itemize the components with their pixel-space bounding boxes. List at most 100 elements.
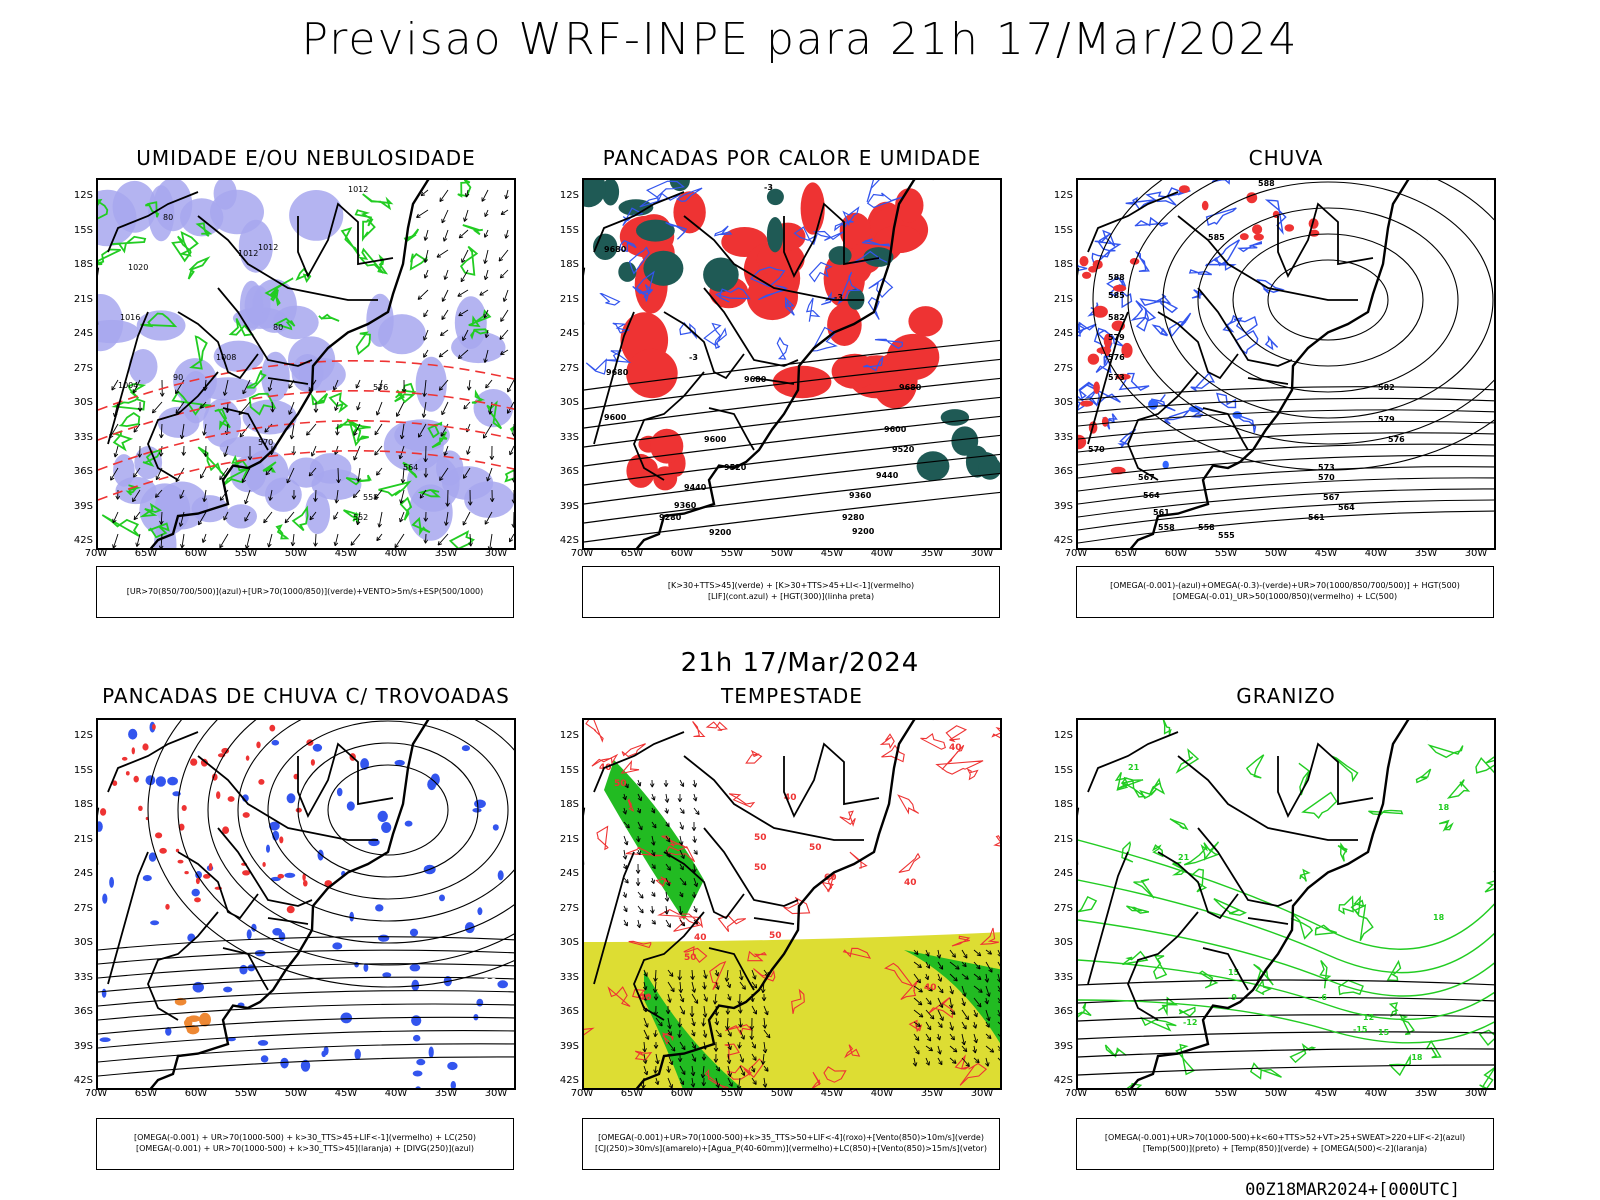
contour-label: 576 <box>1108 353 1125 362</box>
longitude-tick: 60W <box>670 1088 694 1099</box>
contour-label: 570 <box>1088 445 1105 454</box>
panel-legend: [OMEGA(-0.001) + UR>70(1000-500) + k>30_… <box>96 1118 514 1170</box>
panel-legend: [K>30+TTS>45](verde) + [K>30+TTS>45+LI<-… <box>582 566 1000 618</box>
longitude-tick: 55W <box>1214 1088 1238 1099</box>
latitude-tick: 36S <box>73 466 93 477</box>
latitude-tick: 27S <box>73 902 93 914</box>
longitude-tick: 65W <box>620 1088 644 1099</box>
contour-label: -12 <box>1183 1018 1197 1027</box>
latitude-tick: 39S <box>73 500 93 512</box>
latitude-tick: 30S <box>559 397 579 408</box>
legend-line: [OMEGA(-0.001)+UR>70(1000-500)+k>35_TTS>… <box>598 1133 984 1142</box>
legend-line: [OMEGA(-0.001) + UR>70(1000-500) + k>30_… <box>135 1144 475 1153</box>
longitude-tick: 55W <box>1214 548 1238 559</box>
contour-label: 10 <box>483 977 497 988</box>
latitude-tick: 42S <box>1053 535 1073 546</box>
latitude-tick: 36S <box>1053 466 1073 477</box>
longitude-tick: 45W <box>820 1088 844 1099</box>
latitude-tick: 36S <box>559 466 579 477</box>
contour-label: 564 <box>1338 503 1355 512</box>
contour-label: 9600 <box>604 413 627 422</box>
latitude-tick: 36S <box>559 1006 579 1017</box>
panel-title: UMIDADE E/OU NEBULOSIDADE <box>136 146 476 170</box>
longitude-tick: 50W <box>1264 1088 1288 1099</box>
contour-label: 9280 <box>659 513 682 522</box>
longitude-tick: 40W <box>384 1088 408 1099</box>
contour-label: 564 <box>403 463 418 472</box>
contour-label: 561 <box>1308 513 1325 522</box>
contour-label: 588 <box>1258 180 1275 188</box>
contour-label: 40 <box>694 933 707 943</box>
longitude-tick: 60W <box>184 548 208 559</box>
latitude-tick: 12S <box>73 730 93 741</box>
contour-label: 10 <box>483 992 497 1003</box>
map-canvas: 21 18 15 12 -9 -6 -12 -15 -18 21 18 15 <box>1078 720 1494 1088</box>
panel-legend: [UR>70(850/700/500)](azul)+[UR>70(1000/8… <box>96 566 514 618</box>
panel-title: CHUVA <box>1248 146 1324 170</box>
panel-legend: [OMEGA(-0.001)+UR>70(1000-500)+k<60+TTS>… <box>1076 1118 1494 1170</box>
contour-label: -15 <box>1353 1025 1368 1034</box>
latitude-tick: 27S <box>1053 362 1073 374</box>
contour-label: 80 <box>163 213 173 222</box>
contour-label: 9680 <box>606 368 629 377</box>
contour-label: 9680 <box>604 245 627 254</box>
contour-label: 564 <box>1143 491 1160 500</box>
latitude-tick: 39S <box>1053 1040 1073 1052</box>
latitude-tick: 24S <box>559 868 579 879</box>
latitude-tick: 30S <box>1053 937 1073 948</box>
contour-label: 588 <box>1108 273 1125 282</box>
latitude-tick: 21S <box>559 833 579 845</box>
contour-label: 50 <box>809 843 822 853</box>
forecast-map: 9680 9680 9600 9680 9600 9520 9440 9360 9280 9200… <box>582 178 1002 550</box>
latitude-tick: 33S <box>559 971 579 983</box>
contour-label: 1020 <box>128 263 148 272</box>
longitude-tick: 50W <box>284 1088 308 1099</box>
latitude-tick: 24S <box>559 328 579 339</box>
contour-label: 40 <box>904 878 917 888</box>
longitude-tick: 60W <box>1164 548 1188 559</box>
contour-label: 18 <box>1438 803 1450 812</box>
panel-legend: [OMEGA(-0.001)-(azul)+OMEGA(-0.3)-(verde… <box>1076 566 1494 618</box>
contour-label: 579 <box>1108 333 1125 342</box>
contour-label: 9600 <box>884 425 907 434</box>
latitude-tick: 30S <box>73 937 93 948</box>
contour-label: 21 <box>1178 853 1190 862</box>
longitude-tick: 65W <box>1114 1088 1138 1099</box>
map-canvas: 1012101210121008100410201016809080576570… <box>98 180 514 548</box>
latitude-tick: 18S <box>559 799 579 810</box>
longitude-tick: 50W <box>1264 548 1288 559</box>
latitude-tick: 18S <box>1053 799 1073 810</box>
latitude-tick: 33S <box>73 431 93 443</box>
latitude-tick: 15S <box>559 764 579 776</box>
latitude-tick: 21S <box>1053 293 1073 305</box>
latitude-tick: 21S <box>73 293 93 305</box>
latitude-tick: 18S <box>73 799 93 810</box>
latitude-tick: 33S <box>73 971 93 983</box>
latitude-tick: 42S <box>1053 1075 1073 1086</box>
longitude-tick: 55W <box>720 1088 744 1099</box>
longitude-tick: 65W <box>1114 548 1138 559</box>
contour-label: 21 <box>1128 763 1140 772</box>
map-canvas: 5885855825795765735705675645615585555885… <box>1078 180 1494 548</box>
contour-label: 558 <box>363 493 378 502</box>
contour-label: 585 <box>1208 233 1225 242</box>
latitude-tick: 39S <box>1053 500 1073 512</box>
contour-label: -6 <box>1318 993 1327 1002</box>
latitude-tick: 27S <box>73 362 93 374</box>
contour-label: 50 <box>684 953 697 963</box>
longitude-tick: 55W <box>234 1088 258 1099</box>
forecast-stamp: 00Z18MAR2024+[000UTC] <box>1245 1180 1460 1200</box>
longitude-tick: 65W <box>134 548 158 559</box>
latitude-tick: 27S <box>559 362 579 374</box>
longitude-tick: 40W <box>1364 548 1388 559</box>
latitude-tick: 24S <box>1053 868 1073 879</box>
latitude-tick: 18S <box>1053 259 1073 270</box>
longitude-tick: 70W <box>84 548 108 559</box>
contour-label: 558 <box>1198 523 1215 532</box>
legend-line: [OMEGA(-0.001) + UR>70(1000-500) + k>30_… <box>133 1133 477 1142</box>
main-title: Previsao WRF-INPE para 21h 17/Mar/2024 <box>301 14 1299 65</box>
contour-label: 582 <box>1378 383 1395 392</box>
latitude-tick: 24S <box>73 868 93 879</box>
contour-label: 9200 <box>852 527 875 536</box>
latitude-tick: 15S <box>1053 764 1073 776</box>
